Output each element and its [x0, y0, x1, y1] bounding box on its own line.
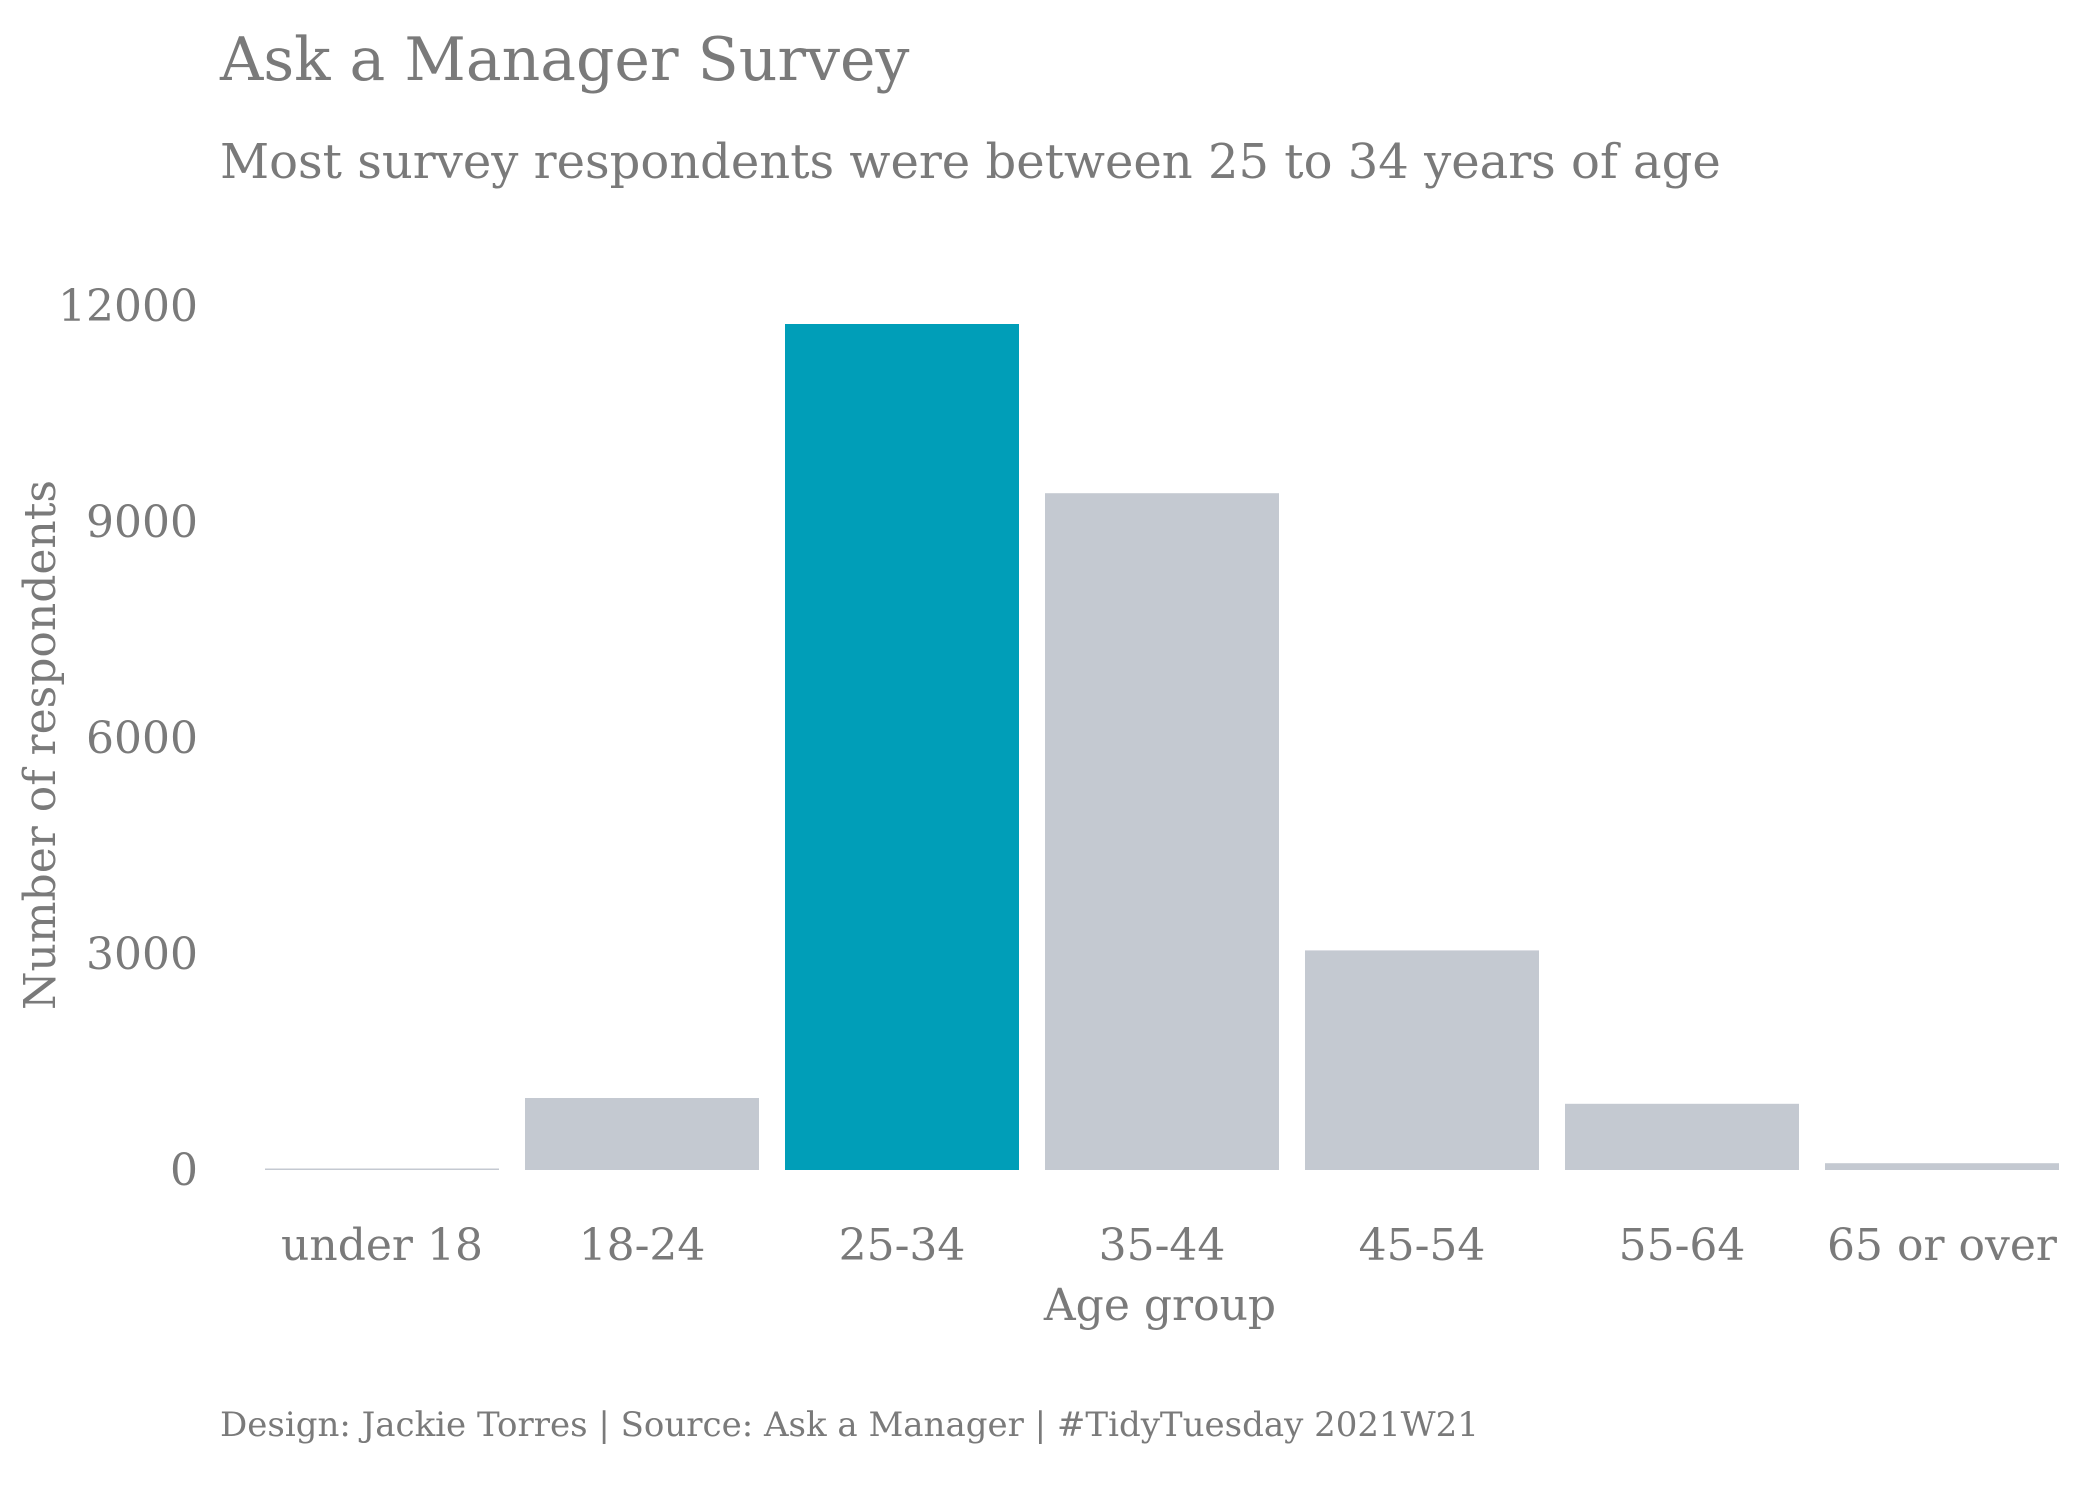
- bar-25-34: [785, 324, 1019, 1170]
- x-tick-label: 35-44: [1099, 1220, 1226, 1271]
- x-tick-label: 55-64: [1619, 1220, 1746, 1271]
- bar-under-18: [265, 1168, 499, 1170]
- x-tick-label: 45-54: [1359, 1220, 1486, 1271]
- y-tick-label: 12000: [58, 281, 198, 332]
- bar-55-64: [1565, 1103, 1799, 1170]
- y-tick-label: 9000: [86, 497, 198, 548]
- bar-45-54: [1305, 950, 1539, 1170]
- y-tick-label: 3000: [86, 929, 198, 980]
- chart-subtitle: Most survey respondents were between 25 …: [220, 134, 1721, 190]
- x-tick-label: 65 or over: [1827, 1220, 2058, 1271]
- chart-caption: Design: Jackie Torres | Source: Ask a Ma…: [220, 1405, 1479, 1445]
- x-tick-label: under 18: [281, 1220, 483, 1271]
- bar-35-44: [1045, 493, 1279, 1170]
- x-axis-label: Age group: [1043, 1280, 1276, 1331]
- y-axis-label: Number of respondents: [15, 480, 66, 1010]
- bar-65-or-over: [1825, 1163, 2059, 1170]
- x-tick-label: 25-34: [839, 1220, 966, 1271]
- y-axis-ticks: 0 3000 6000 9000 12000: [58, 281, 198, 1196]
- y-tick-label: 0: [170, 1145, 198, 1196]
- x-axis-ticks: under 18 18-24 25-34 35-44 45-54 55-64 65 or o…: [281, 1220, 2058, 1271]
- y-tick-label: 6000: [86, 713, 198, 764]
- x-tick-label: 18-24: [579, 1220, 706, 1271]
- bar-18-24: [525, 1098, 759, 1170]
- chart-title: Ask a Manager Survey: [220, 25, 910, 95]
- bars-group: [265, 324, 2059, 1170]
